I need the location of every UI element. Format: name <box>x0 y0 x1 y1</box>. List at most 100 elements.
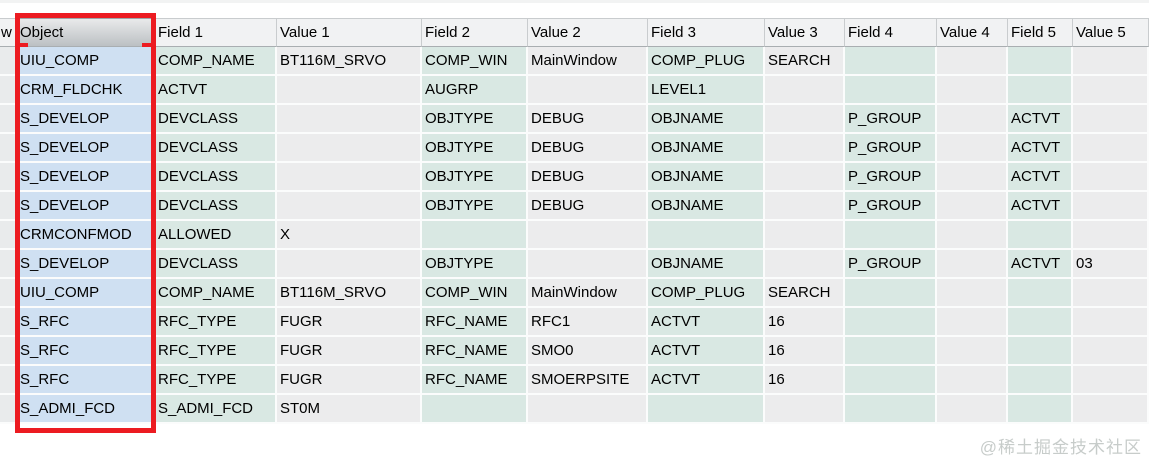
cell-r2-value-5[interactable] <box>1073 105 1149 134</box>
cell-r2-value-1[interactable] <box>277 105 422 134</box>
column-header-value-2[interactable]: Value 2 <box>528 18 648 47</box>
cell-r11-field-2[interactable]: RFC_NAME <box>422 366 528 395</box>
cell-r6-w[interactable] <box>0 221 17 250</box>
cell-r5-field-5[interactable]: ACTVT <box>1008 192 1073 221</box>
cell-r9-value-2[interactable]: RFC1 <box>528 308 648 337</box>
cell-r5-value-4[interactable] <box>937 192 1008 221</box>
cell-r9-field-4[interactable] <box>845 308 937 337</box>
cell-r5-field-4[interactable]: P_GROUP <box>845 192 937 221</box>
cell-r11-value-2[interactable]: SMOERPSITE <box>528 366 648 395</box>
column-header-field-4[interactable]: Field 4 <box>845 18 937 47</box>
cell-r12-value-2[interactable] <box>528 395 648 424</box>
cell-r9-value-3[interactable]: 16 <box>765 308 845 337</box>
cell-r4-field-2[interactable]: OBJTYPE <box>422 163 528 192</box>
cell-r5-field-2[interactable]: OBJTYPE <box>422 192 528 221</box>
column-header-value-1[interactable]: Value 1 <box>277 18 422 47</box>
cell-r5-field-1[interactable]: DEVCLASS <box>155 192 277 221</box>
cell-r3-field-3[interactable]: OBJNAME <box>648 134 765 163</box>
cell-r0-value-4[interactable] <box>937 47 1008 76</box>
cell-r7-field-1[interactable]: DEVCLASS <box>155 250 277 279</box>
cell-r8-value-2[interactable]: MainWindow <box>528 279 648 308</box>
cell-r11-field-5[interactable] <box>1008 366 1073 395</box>
cell-r7-field-4[interactable]: P_GROUP <box>845 250 937 279</box>
cell-r1-value-4[interactable] <box>937 76 1008 105</box>
cell-r5-value-1[interactable] <box>277 192 422 221</box>
cell-r8-value-5[interactable] <box>1073 279 1149 308</box>
cell-r0-value-5[interactable] <box>1073 47 1149 76</box>
cell-r0-field-1[interactable]: COMP_NAME <box>155 47 277 76</box>
cell-r10-value-1[interactable]: FUGR <box>277 337 422 366</box>
cell-r6-value-1[interactable]: X <box>277 221 422 250</box>
cell-r9-object[interactable]: S_RFC <box>17 308 155 337</box>
cell-r12-value-3[interactable] <box>765 395 845 424</box>
cell-r6-object[interactable]: CRMCONFMOD <box>17 221 155 250</box>
cell-r7-object[interactable]: S_DEVELOP <box>17 250 155 279</box>
cell-r7-value-1[interactable] <box>277 250 422 279</box>
column-header-object[interactable]: Object <box>17 18 155 47</box>
column-header-field-1[interactable]: Field 1 <box>155 18 277 47</box>
cell-r7-value-5[interactable]: 03 <box>1073 250 1149 279</box>
cell-r11-field-1[interactable]: RFC_TYPE <box>155 366 277 395</box>
cell-r0-w[interactable] <box>0 47 17 76</box>
column-header-value-4[interactable]: Value 4 <box>937 18 1008 47</box>
cell-r9-w[interactable] <box>0 308 17 337</box>
cell-r4-field-4[interactable]: P_GROUP <box>845 163 937 192</box>
column-header-field-5[interactable]: Field 5 <box>1008 18 1073 47</box>
cell-r10-object[interactable]: S_RFC <box>17 337 155 366</box>
cell-r0-field-5[interactable] <box>1008 47 1073 76</box>
cell-r4-field-3[interactable]: OBJNAME <box>648 163 765 192</box>
cell-r8-field-2[interactable]: COMP_WIN <box>422 279 528 308</box>
cell-r9-value-1[interactable]: FUGR <box>277 308 422 337</box>
cell-r4-value-2[interactable]: DEBUG <box>528 163 648 192</box>
cell-r12-field-1[interactable]: S_ADMI_FCD <box>155 395 277 424</box>
cell-r10-field-4[interactable] <box>845 337 937 366</box>
cell-r6-value-2[interactable] <box>528 221 648 250</box>
cell-r7-field-2[interactable]: OBJTYPE <box>422 250 528 279</box>
column-header-w[interactable]: w <box>0 18 17 47</box>
cell-r12-field-2[interactable] <box>422 395 528 424</box>
cell-r10-field-3[interactable]: ACTVT <box>648 337 765 366</box>
cell-r5-value-5[interactable] <box>1073 192 1149 221</box>
cell-r6-value-4[interactable] <box>937 221 1008 250</box>
cell-r9-value-4[interactable] <box>937 308 1008 337</box>
cell-r1-w[interactable] <box>0 76 17 105</box>
cell-r0-field-3[interactable]: COMP_PLUG <box>648 47 765 76</box>
cell-r7-w[interactable] <box>0 250 17 279</box>
cell-r2-value-4[interactable] <box>937 105 1008 134</box>
cell-r7-value-2[interactable] <box>528 250 648 279</box>
cell-r11-value-4[interactable] <box>937 366 1008 395</box>
cell-r8-value-4[interactable] <box>937 279 1008 308</box>
cell-r3-value-3[interactable] <box>765 134 845 163</box>
cell-r6-field-3[interactable] <box>648 221 765 250</box>
cell-r1-field-1[interactable]: ACTVT <box>155 76 277 105</box>
cell-r11-w[interactable] <box>0 366 17 395</box>
cell-r10-value-4[interactable] <box>937 337 1008 366</box>
cell-r0-field-4[interactable] <box>845 47 937 76</box>
cell-r1-field-4[interactable] <box>845 76 937 105</box>
column-header-value-5[interactable]: Value 5 <box>1073 18 1149 47</box>
cell-r11-value-3[interactable]: 16 <box>765 366 845 395</box>
cell-r3-value-2[interactable]: DEBUG <box>528 134 648 163</box>
cell-r8-field-5[interactable] <box>1008 279 1073 308</box>
cell-r1-value-1[interactable] <box>277 76 422 105</box>
cell-r8-value-3[interactable]: SEARCH <box>765 279 845 308</box>
cell-r2-value-2[interactable]: DEBUG <box>528 105 648 134</box>
cell-r8-object[interactable]: UIU_COMP <box>17 279 155 308</box>
cell-r4-value-4[interactable] <box>937 163 1008 192</box>
cell-r5-value-3[interactable] <box>765 192 845 221</box>
cell-r8-value-1[interactable]: BT116M_SRVO <box>277 279 422 308</box>
cell-r4-field-1[interactable]: DEVCLASS <box>155 163 277 192</box>
cell-r11-object[interactable]: S_RFC <box>17 366 155 395</box>
cell-r6-field-5[interactable] <box>1008 221 1073 250</box>
cell-r3-object[interactable]: S_DEVELOP <box>17 134 155 163</box>
cell-r11-field-3[interactable]: ACTVT <box>648 366 765 395</box>
cell-r11-value-1[interactable]: FUGR <box>277 366 422 395</box>
cell-r3-field-2[interactable]: OBJTYPE <box>422 134 528 163</box>
cell-r0-value-1[interactable]: BT116M_SRVO <box>277 47 422 76</box>
column-header-value-3[interactable]: Value 3 <box>765 18 845 47</box>
cell-r6-value-3[interactable] <box>765 221 845 250</box>
cell-r2-value-3[interactable] <box>765 105 845 134</box>
cell-r5-value-2[interactable]: DEBUG <box>528 192 648 221</box>
cell-r0-field-2[interactable]: COMP_WIN <box>422 47 528 76</box>
cell-r12-value-4[interactable] <box>937 395 1008 424</box>
